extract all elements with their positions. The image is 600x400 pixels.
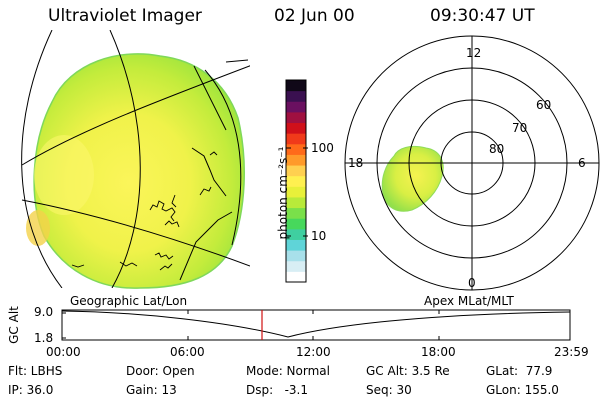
xtick-1200: 12:00 (296, 345, 331, 359)
time-label: 09:30:47 UT (430, 6, 535, 26)
geo-grid (21, 30, 250, 288)
timeline-ymax: 9.0 (34, 305, 54, 319)
info-ip: IP: 36.0 (8, 383, 54, 397)
xtick-0600: 06:00 (170, 345, 205, 359)
colorbar-swatch (286, 80, 306, 92)
date-label: 02 Jun 00 (274, 6, 355, 26)
colorbar-swatch (286, 133, 306, 145)
timeline-plot (61, 309, 571, 341)
info-glat: GLat: 77.9 (486, 364, 553, 378)
colorbar (285, 79, 307, 283)
timeline-left-title: Geographic Lat/Lon (70, 294, 188, 308)
app-title: Ultraviolet Imager (48, 6, 202, 26)
colorbar-tick-10: 10 (311, 229, 327, 243)
colorbar-swatch (286, 239, 306, 251)
colorbar-swatch (286, 101, 306, 113)
xtick-2359: 23:59 (554, 345, 589, 359)
info-door: Door: Open (126, 364, 195, 378)
colorbar-frame (285, 79, 307, 283)
colorbar-swatch (286, 143, 306, 155)
colorbar-swatch (286, 196, 306, 209)
colorbar-swatch (286, 218, 306, 230)
info-mode: Mode: Normal (246, 364, 330, 378)
lat-label-60: 60 (536, 98, 552, 112)
info-glon: GLon: 155.0 (486, 383, 559, 397)
colorbar-unit-label: photon cm⁻²s⁻¹ (276, 146, 290, 240)
colorbar-swatch (286, 165, 306, 177)
timeline-right-title: Apex MLat/MLT (424, 294, 514, 308)
info-seq: Seq: 30 (366, 383, 412, 397)
lat-label-80: 80 (489, 142, 505, 156)
lat-label-70: 70 (512, 121, 528, 135)
timeline-ylabel: GC Alt (7, 306, 21, 344)
mlt-label-0: 0 (468, 276, 476, 290)
colorbar-swatch (286, 175, 306, 187)
info-gain: Gain: 13 (126, 383, 177, 397)
xtick-1800: 18:00 (421, 345, 456, 359)
colorbar-tick-100: 100 (311, 141, 334, 155)
info-dsp: Dsp: -3.1 (246, 383, 309, 397)
mlt-label-6: 6 (578, 156, 586, 170)
colorbar-swatch (286, 186, 306, 198)
colorbar-swatch (286, 260, 306, 272)
polar-plot (344, 35, 600, 291)
colorbar-swatch (286, 154, 306, 166)
uv-earth-image (26, 53, 245, 289)
info-gcalt: GC Alt: 3.5 Re (366, 364, 450, 378)
colorbar-swatch (286, 90, 306, 102)
colorbar-swatch (286, 207, 306, 219)
info-flt: Flt: LBHS (8, 364, 63, 378)
colorbar-swatch (286, 250, 306, 262)
colorbar-swatch (286, 271, 306, 283)
colorbar-ticks (286, 147, 308, 237)
colorbar-swatch (286, 111, 306, 124)
colorbar-swatch (286, 228, 306, 240)
xtick-0000: 00:00 (46, 345, 81, 359)
timeline-ymin: 1.8 (34, 331, 54, 345)
mlt-label-12: 12 (466, 46, 482, 60)
colorbar-swatch (286, 122, 306, 134)
mlt-label-18: 18 (348, 156, 364, 170)
coastlines (71, 151, 218, 271)
